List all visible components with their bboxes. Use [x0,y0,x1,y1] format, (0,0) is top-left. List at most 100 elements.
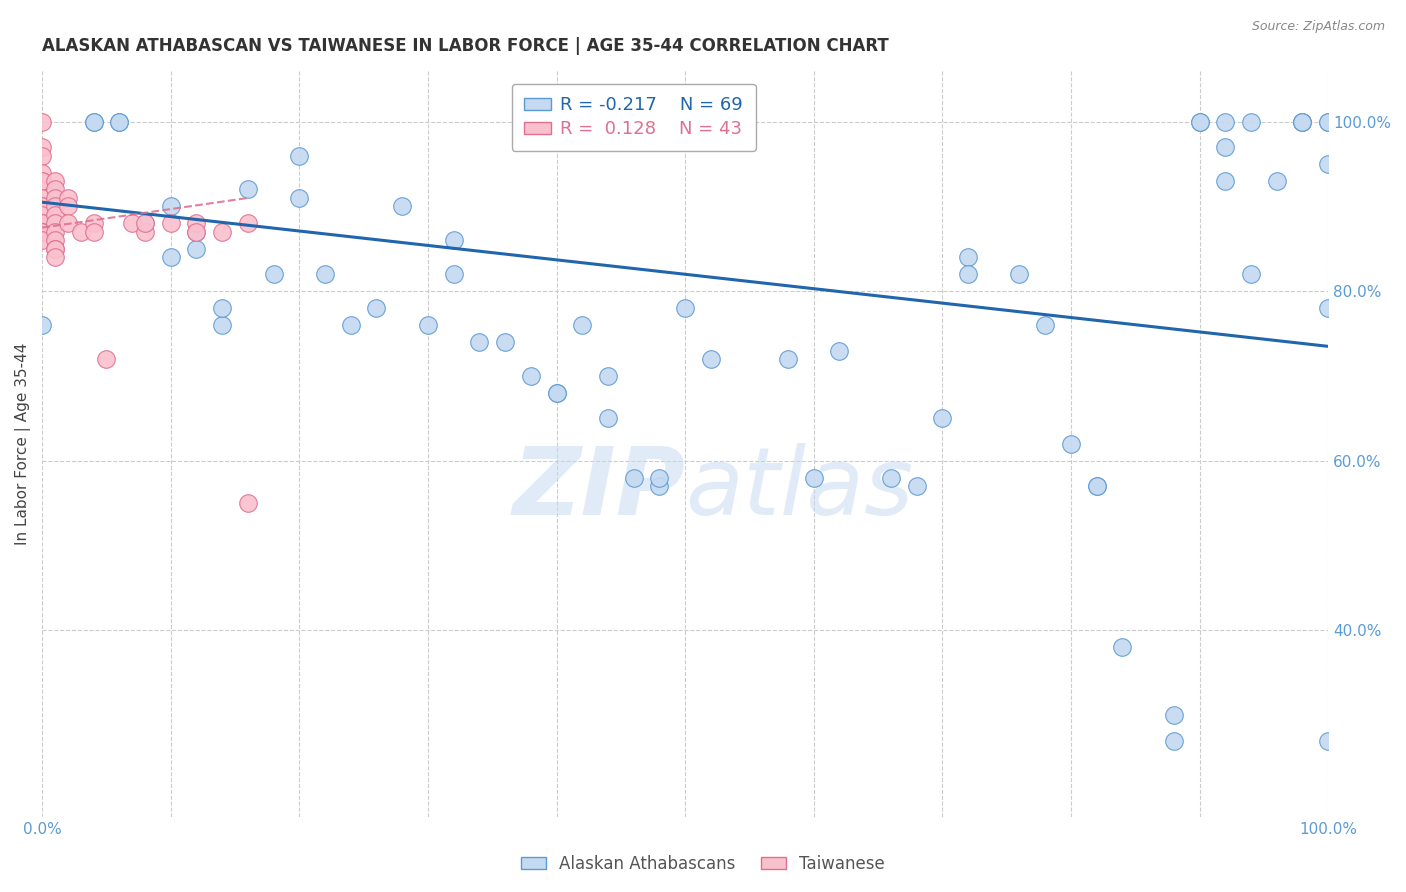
Point [31,216,53,230]
Point [1188,114,1211,128]
Point [288,191,311,205]
Point [31,140,53,154]
Point [931,411,953,425]
Point [211,225,233,239]
Point [776,352,799,367]
Point [44,174,66,188]
Point [96,352,118,367]
Point [56,191,79,205]
Point [546,386,568,401]
Point [416,318,439,333]
Point [596,411,619,425]
Point [520,369,543,384]
Point [314,267,336,281]
Point [31,165,53,179]
Point [236,496,259,510]
Point [31,174,53,188]
Point [31,114,53,128]
Point [186,225,208,239]
Point [108,114,131,128]
Point [31,216,53,230]
Point [31,208,53,222]
Point [1317,114,1340,128]
Point [1317,114,1340,128]
Point [44,225,66,239]
Point [1240,267,1263,281]
Point [1163,708,1185,723]
Point [44,250,66,264]
Point [1085,479,1108,493]
Point [186,216,208,230]
Point [494,335,516,350]
Point [83,225,105,239]
Y-axis label: In Labor Force | Age 35-44: In Labor Force | Age 35-44 [15,343,31,545]
Point [44,191,66,205]
Point [83,114,105,128]
Point [44,233,66,247]
Point [880,471,903,485]
Point [673,301,696,316]
Point [546,386,568,401]
Point [186,225,208,239]
Point [121,216,143,230]
Point [1213,140,1236,154]
Point [391,199,413,213]
Point [134,225,156,239]
Point [44,242,66,256]
Point [69,225,91,239]
Point [108,114,131,128]
Point [1317,157,1340,171]
Point [648,471,671,485]
Point [1060,437,1083,451]
Point [1291,114,1313,128]
Point [44,199,66,213]
Point [31,318,53,333]
Point [1163,733,1185,747]
Point [134,216,156,230]
Point [83,114,105,128]
Point [31,148,53,162]
Point [443,233,465,247]
Point [186,242,208,256]
Text: ALASKAN ATHABASCAN VS TAIWANESE IN LABOR FORCE | AGE 35-44 CORRELATION CHART: ALASKAN ATHABASCAN VS TAIWANESE IN LABOR… [42,37,889,55]
Point [31,174,53,188]
Point [1240,114,1263,128]
Point [134,216,156,230]
Point [957,250,980,264]
Point [1317,733,1340,747]
Point [1265,174,1288,188]
Point [1085,479,1108,493]
Point [700,352,723,367]
Point [1291,114,1313,128]
Point [31,199,53,213]
Legend: Alaskan Athabascans, Taiwanese: Alaskan Athabascans, Taiwanese [515,848,891,880]
Point [1008,267,1031,281]
Legend: R = -0.217    N = 69, R =  0.128    N = 43: R = -0.217 N = 69, R = 0.128 N = 43 [512,84,756,151]
Text: atlas: atlas [685,443,914,534]
Point [44,182,66,196]
Point [623,471,645,485]
Point [1188,114,1211,128]
Point [159,216,181,230]
Point [83,216,105,230]
Point [443,267,465,281]
Point [44,242,66,256]
Point [31,225,53,239]
Point [571,318,593,333]
Point [1213,114,1236,128]
Point [288,148,311,162]
Point [31,233,53,247]
Point [56,199,79,213]
Point [31,191,53,205]
Point [1317,301,1340,316]
Point [236,216,259,230]
Point [905,479,928,493]
Point [596,369,619,384]
Point [339,318,361,333]
Point [44,208,66,222]
Point [1213,174,1236,188]
Point [803,471,825,485]
Point [263,267,285,281]
Point [236,182,259,196]
Point [468,335,491,350]
